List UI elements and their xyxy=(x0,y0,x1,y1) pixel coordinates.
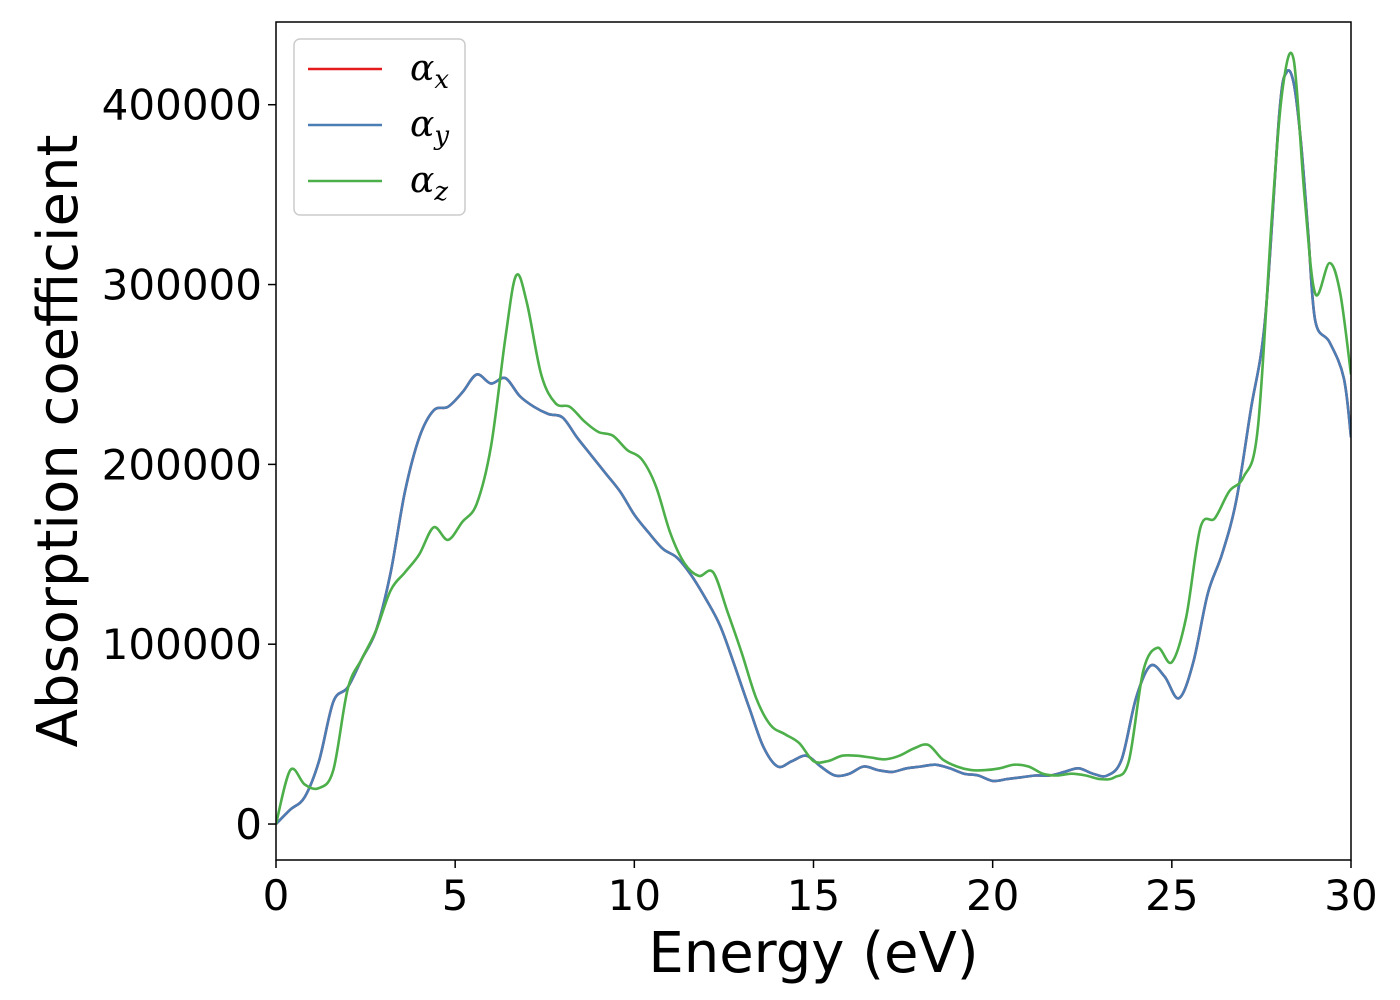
legend-subscript: x xyxy=(434,65,449,95)
x-tick-label: 20 xyxy=(966,871,1019,920)
legend-symbol: α xyxy=(410,160,434,201)
y-tick-label: 100000 xyxy=(102,620,262,669)
legend-subscript: z xyxy=(433,177,448,207)
legend-symbol: α xyxy=(410,104,434,145)
x-axis-ticks: 0 5 10 15 20 25 30 xyxy=(263,860,1378,920)
x-tick-label: 30 xyxy=(1324,871,1377,920)
x-tick-label: 10 xyxy=(608,871,661,920)
y-tick-label: 400000 xyxy=(102,81,262,130)
x-tick-label: 25 xyxy=(1145,871,1198,920)
series-lines xyxy=(276,51,1351,825)
y-axis-label: Absorption coefficient xyxy=(26,135,91,748)
legend-box xyxy=(293,38,466,216)
x-tick-label: 0 xyxy=(263,871,290,920)
y-tick-label: 300000 xyxy=(102,261,262,310)
legend-symbol: α xyxy=(410,48,434,89)
y-axis-ticks: 0 100000 200000 300000 400000 xyxy=(102,81,276,849)
legend-label-x: αx xyxy=(410,48,449,95)
x-axis-label: Energy (eV) xyxy=(648,921,978,986)
y-tick-label: 0 xyxy=(235,800,262,849)
series-line-z xyxy=(276,51,1351,825)
y-tick-label: 200000 xyxy=(102,440,262,489)
legend-subscript: y xyxy=(433,121,449,151)
x-tick-label: 5 xyxy=(442,871,469,920)
legend-label-y: αy xyxy=(410,104,449,151)
x-tick-label: 15 xyxy=(787,871,840,920)
series-line-y xyxy=(276,69,1351,825)
legend-label-z: αz xyxy=(410,160,448,207)
